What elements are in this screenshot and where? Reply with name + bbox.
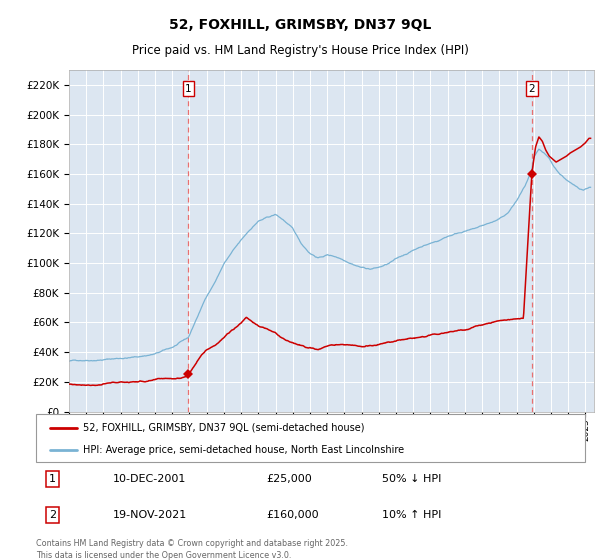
Text: 2: 2: [529, 83, 535, 94]
Text: Contains HM Land Registry data © Crown copyright and database right 2025.
This d: Contains HM Land Registry data © Crown c…: [36, 539, 348, 559]
FancyBboxPatch shape: [36, 414, 585, 462]
Text: 50% ↓ HPI: 50% ↓ HPI: [382, 474, 441, 484]
Text: 1: 1: [185, 83, 192, 94]
Text: 19-NOV-2021: 19-NOV-2021: [113, 510, 187, 520]
Text: Price paid vs. HM Land Registry's House Price Index (HPI): Price paid vs. HM Land Registry's House …: [131, 44, 469, 57]
Text: £160,000: £160,000: [266, 510, 319, 520]
Text: 10-DEC-2001: 10-DEC-2001: [113, 474, 186, 484]
Text: 52, FOXHILL, GRIMSBY, DN37 9QL (semi-detached house): 52, FOXHILL, GRIMSBY, DN37 9QL (semi-det…: [83, 423, 364, 433]
Text: HPI: Average price, semi-detached house, North East Lincolnshire: HPI: Average price, semi-detached house,…: [83, 445, 404, 455]
Text: 10% ↑ HPI: 10% ↑ HPI: [382, 510, 441, 520]
Text: £25,000: £25,000: [266, 474, 313, 484]
Text: 2: 2: [49, 510, 56, 520]
Text: 1: 1: [49, 474, 56, 484]
Text: 52, FOXHILL, GRIMSBY, DN37 9QL: 52, FOXHILL, GRIMSBY, DN37 9QL: [169, 18, 431, 32]
